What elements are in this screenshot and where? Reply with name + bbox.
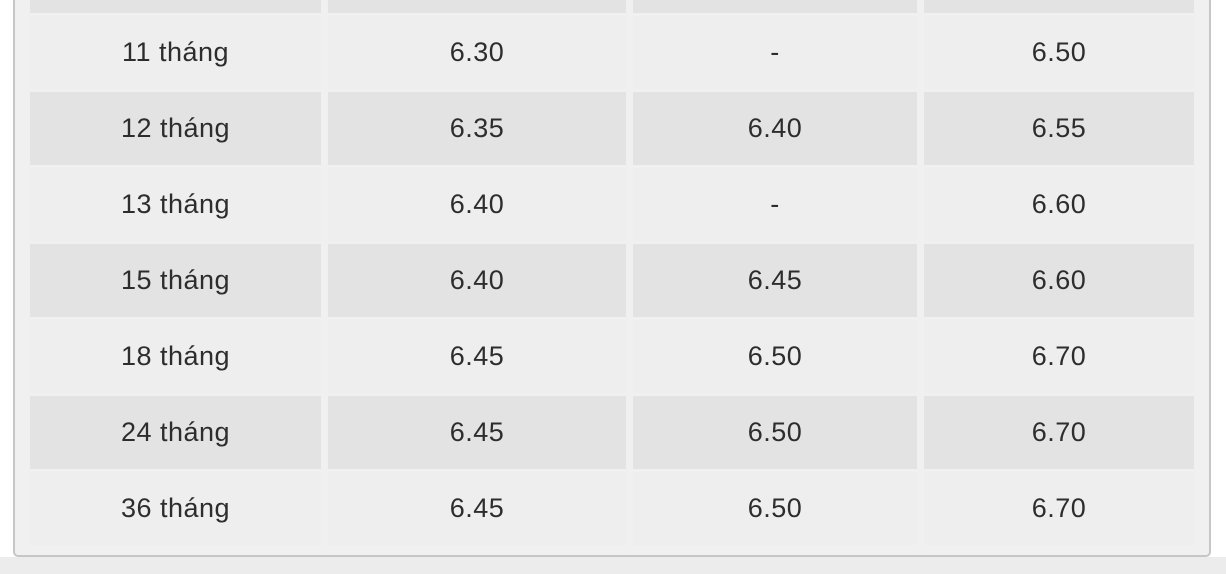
rate-cell: 6.35 xyxy=(328,92,626,165)
rate-cell: 6.50 xyxy=(924,16,1194,89)
rate-cell: - xyxy=(633,168,917,241)
table-body: 11 tháng 6.30-6.50 12 tháng 6.35 6.40 6.55 13 … xyxy=(30,0,1194,545)
rate-cell: 6.45 xyxy=(633,244,917,317)
term-cell: 24 tháng xyxy=(30,396,321,469)
table-row: 24 tháng 6.45 6.50 6.70 xyxy=(30,396,1194,469)
rate-cell: 6.55 xyxy=(924,92,1194,165)
rate-cell: 6.70 xyxy=(924,320,1194,393)
rate-cell: 6.45 xyxy=(328,472,626,545)
term-cell: 12 tháng xyxy=(30,92,321,165)
table-row: 36 tháng 6.45 6.50 6.70 xyxy=(30,472,1194,545)
table-row: 18 tháng 6.45 6.50 6.70 xyxy=(30,320,1194,393)
rate-cell: 6.45 xyxy=(328,396,626,469)
clipped-cell xyxy=(924,0,1194,13)
clipped-cell xyxy=(328,0,626,13)
rate-cell: 6.60 xyxy=(924,168,1194,241)
clipped-header-row xyxy=(30,0,1194,13)
term-cell: 13 tháng xyxy=(30,168,321,241)
rate-cell: 6.40 xyxy=(328,168,626,241)
table-row: 12 tháng 6.35 6.40 6.55 xyxy=(30,92,1194,165)
rate-cell: 6.70 xyxy=(924,396,1194,469)
clipped-cell xyxy=(633,0,917,13)
term-cell: 18 tháng xyxy=(30,320,321,393)
rate-cell: 6.45 xyxy=(328,320,626,393)
rate-cell: 6.70 xyxy=(924,472,1194,545)
rate-cell: 6.30 xyxy=(328,16,626,89)
rate-cell: 6.50 xyxy=(633,396,917,469)
page-bottom-strip xyxy=(0,557,1226,574)
rate-cell: 6.60 xyxy=(924,244,1194,317)
rate-cell: - xyxy=(633,16,917,89)
clipped-cell xyxy=(30,0,321,13)
term-cell: 36 tháng xyxy=(30,472,321,545)
term-cell: 15 tháng xyxy=(30,244,321,317)
rate-cell: 6.50 xyxy=(633,472,917,545)
term-cell: 11 tháng xyxy=(30,16,321,89)
rate-cell: 6.50 xyxy=(633,320,917,393)
table-row: 11 tháng 6.30-6.50 xyxy=(30,16,1194,89)
table-row: 13 tháng 6.40-6.60 xyxy=(30,168,1194,241)
table-row: 15 tháng 6.40 6.45 6.60 xyxy=(30,244,1194,317)
rates-panel: 11 tháng 6.30-6.50 12 tháng 6.35 6.40 6.55 13 … xyxy=(13,0,1211,557)
rate-cell: 6.40 xyxy=(633,92,917,165)
rates-table: 11 tháng 6.30-6.50 12 tháng 6.35 6.40 6.55 13 … xyxy=(23,0,1201,548)
rate-cell: 6.40 xyxy=(328,244,626,317)
